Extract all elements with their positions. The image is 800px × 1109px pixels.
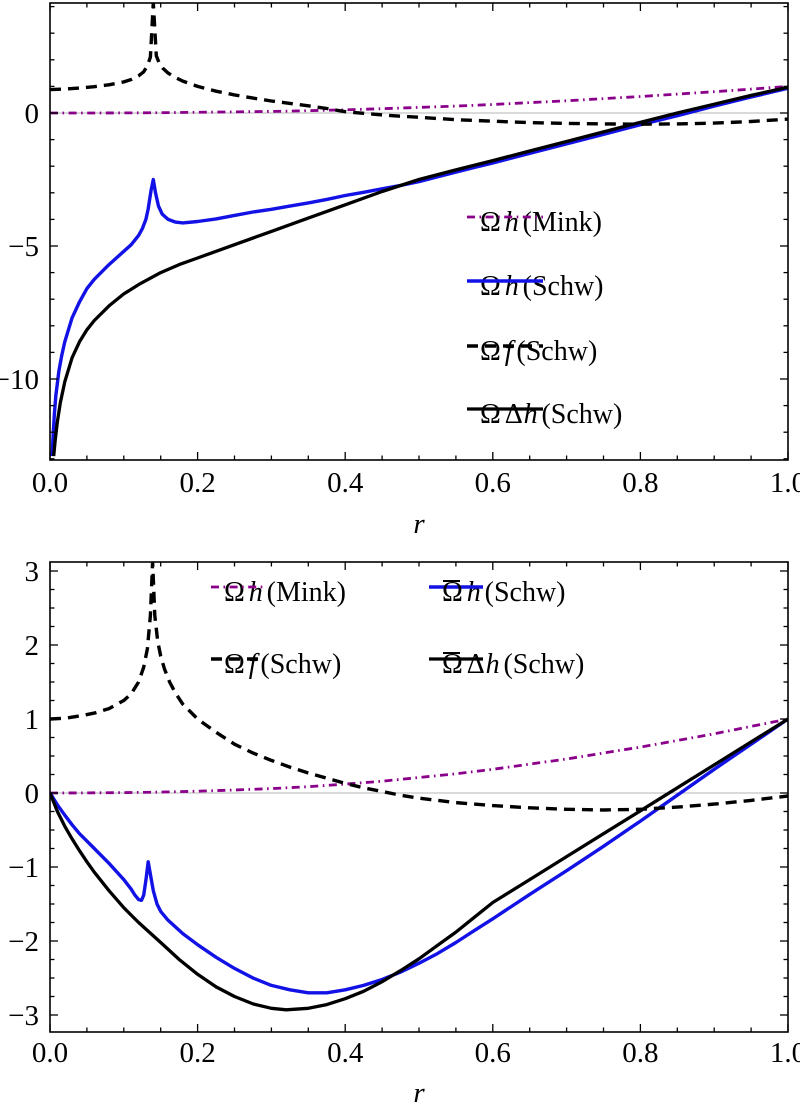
x-tick-label: 0.6 bbox=[475, 467, 511, 499]
x-tick-label: 0.8 bbox=[622, 467, 658, 499]
legend-label-segment: Ω bbox=[480, 207, 501, 238]
legend-label-segment: h bbox=[248, 577, 263, 608]
legend-line-sample-solid bbox=[429, 657, 483, 661]
y-tick-label: 1 bbox=[25, 704, 40, 736]
x-tick-label: 0.0 bbox=[32, 467, 68, 499]
plot-frame bbox=[49, 2, 789, 461]
legend-label-segment: Ω bbox=[442, 577, 463, 608]
series-omega-h-schw bbox=[50, 86, 788, 457]
top-chart-canvas: 0.0 0.2 0.4 0.6 0.8 1.0 0 −5 −10 r bbox=[0, 2, 800, 540]
legend-label-segment: (Schw) bbox=[260, 649, 342, 680]
legend-label-segment: h bbox=[485, 649, 500, 680]
legend-label-segment: (Schw) bbox=[541, 399, 623, 430]
legend-label-segment: (Schw) bbox=[516, 336, 598, 367]
legend-label-segment: f bbox=[504, 336, 513, 367]
x-tick-label: 1.0 bbox=[770, 1037, 800, 1069]
y-tick-label: 0 bbox=[25, 98, 40, 130]
legend-label-segment: (Mink) bbox=[266, 577, 346, 608]
series-omega-delta-h-schw bbox=[52, 85, 788, 457]
series-omega-bar-delta-h-schw bbox=[50, 717, 788, 1012]
y-tick-label: −10 bbox=[0, 364, 39, 396]
series-omega-f-schw bbox=[50, 562, 788, 812]
series-omega-bar-h-schw bbox=[50, 717, 788, 995]
x-axis-label: r bbox=[413, 1077, 425, 1109]
legend-line-sample-solid bbox=[467, 407, 543, 411]
legend-label-segment: (Schw) bbox=[484, 577, 566, 608]
legend-label-segment: (Schw) bbox=[503, 649, 585, 680]
legend-label-segment: (Schw) bbox=[522, 271, 604, 302]
y-tick-label: −5 bbox=[8, 231, 39, 263]
legend-line-sample-solid bbox=[467, 279, 543, 283]
x-tick-label: 0.2 bbox=[179, 467, 215, 499]
series-omega-h-mink bbox=[50, 85, 788, 115]
x-tick-label: 0.0 bbox=[32, 1037, 68, 1069]
y-tick-label: −2 bbox=[8, 926, 39, 958]
x-tick-label: 0.4 bbox=[327, 467, 364, 499]
legend-line-sample-solid bbox=[429, 585, 483, 589]
legend-label-segment: h bbox=[504, 207, 519, 238]
ticks bbox=[49, 562, 789, 1032]
x-tick-label: 0.8 bbox=[622, 1037, 658, 1069]
bottom-chart-canvas: 0.0 0.2 0.4 0.6 0.8 1.0 3 2 1 0 −1 −2 −3 r bbox=[8, 556, 800, 1109]
plot-area bbox=[50, 562, 788, 1012]
series-omega-h-mink bbox=[50, 717, 788, 795]
y-tick-label: 2 bbox=[25, 630, 40, 662]
legend-label-segment: f bbox=[248, 649, 257, 680]
legend-line-sample-dashdot bbox=[211, 585, 265, 589]
x-tick-label: 0.6 bbox=[475, 1037, 511, 1069]
y-tick-label: −3 bbox=[8, 1000, 39, 1032]
y-tick-label: 3 bbox=[25, 556, 40, 588]
series-omega-f-schw bbox=[50, 3, 788, 126]
x-tick-label: 0.4 bbox=[327, 1037, 364, 1069]
ticks bbox=[49, 3, 789, 460]
legend-line-sample-dashed bbox=[211, 657, 265, 661]
legend-label-segment: (Mink) bbox=[522, 207, 602, 238]
legend-line-sample-dashed bbox=[467, 344, 543, 348]
legend-entry-omega-bar-delta-h-schw: Ω Δh (Schw) bbox=[428, 647, 584, 683]
x-tick-label: 1.0 bbox=[770, 467, 800, 499]
x-tick-label: 0.2 bbox=[179, 1037, 215, 1069]
plot-area bbox=[50, 3, 788, 457]
legend-line-sample-dashdot bbox=[467, 215, 543, 219]
x-axis-label: r bbox=[413, 508, 425, 540]
legend-entry-omega-delta-h-schw: Ω Δh (Schw) bbox=[466, 397, 622, 433]
y-tick-label: 0 bbox=[25, 778, 40, 810]
legend-label-segment: Ω bbox=[442, 649, 463, 680]
legend-label: Ω Δh (Schw) bbox=[480, 401, 622, 429]
y-tick-label: −1 bbox=[8, 852, 39, 884]
legend-label-segment: Ω bbox=[224, 577, 245, 608]
